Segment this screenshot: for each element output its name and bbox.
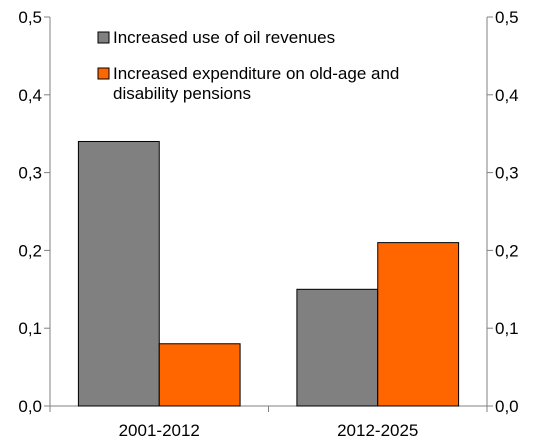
bar	[158, 343, 241, 407]
y-tick-label-right: 0,4	[495, 86, 519, 105]
y-tick-label-left: 0,1	[18, 319, 42, 338]
y-tick-label-right: 0,1	[495, 319, 519, 338]
y-tick-label-left: 0,5	[18, 8, 42, 27]
x-category-label: 2001-2012	[119, 421, 200, 440]
x-category-label: 2012-2025	[337, 421, 418, 440]
legend-label: Increased use of oil revenues	[113, 28, 335, 47]
legend-swatch	[97, 31, 110, 44]
y-tick-label-right: 0,0	[495, 397, 519, 416]
y-tick-label-right: 0,3	[495, 164, 519, 183]
legend-label-line: disability pensions	[113, 84, 251, 103]
bar	[296, 288, 379, 407]
bar	[77, 140, 160, 407]
y-tick-label-right: 0,2	[495, 241, 519, 260]
legend-label-line: Increased use of oil revenues	[113, 28, 335, 47]
legend-swatch	[97, 67, 110, 80]
bar	[377, 242, 460, 407]
y-tick-label-left: 0,4	[18, 86, 42, 105]
y-tick-label-left: 0,2	[18, 241, 42, 260]
y-tick-label-left: 0,0	[18, 397, 42, 416]
legend-label-line: Increased expenditure on old-age and	[113, 64, 399, 83]
legend-label: Increased expenditure on old-age and disa…	[113, 64, 399, 103]
y-tick-label-right: 0,5	[495, 8, 519, 27]
y-tick-label-left: 0,3	[18, 164, 42, 183]
